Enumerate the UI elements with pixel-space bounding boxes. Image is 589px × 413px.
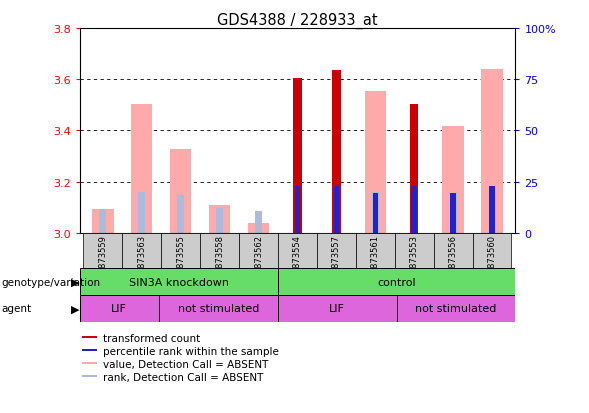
Bar <box>278 233 317 268</box>
Text: not stimulated: not stimulated <box>177 304 259 314</box>
Bar <box>100 209 107 233</box>
Bar <box>434 233 472 268</box>
Bar <box>200 233 239 268</box>
Bar <box>449 194 456 233</box>
Bar <box>293 79 302 233</box>
Text: GSM873555: GSM873555 <box>176 235 185 285</box>
Bar <box>82 375 97 377</box>
Bar <box>373 194 378 233</box>
Bar <box>216 208 223 233</box>
Text: GSM873556: GSM873556 <box>449 235 458 286</box>
Bar <box>161 233 200 268</box>
Bar <box>488 187 495 233</box>
Text: value, Detection Call = ABSENT: value, Detection Call = ABSENT <box>104 359 269 369</box>
Bar <box>159 295 277 322</box>
Bar <box>356 233 395 268</box>
Text: GSM873558: GSM873558 <box>215 235 224 286</box>
Text: control: control <box>377 277 416 287</box>
Bar <box>138 192 145 233</box>
Text: GSM873553: GSM873553 <box>410 235 419 286</box>
Bar <box>332 71 340 233</box>
Bar <box>209 206 230 233</box>
Bar <box>442 126 464 233</box>
Text: transformed count: transformed count <box>104 333 201 343</box>
Bar <box>277 268 515 295</box>
Bar <box>82 349 97 351</box>
Bar <box>170 150 191 233</box>
Bar <box>396 295 515 322</box>
Bar <box>82 336 97 339</box>
Text: percentile rank within the sample: percentile rank within the sample <box>104 346 279 356</box>
Text: LIF: LIF <box>329 304 345 314</box>
Text: ▶: ▶ <box>71 277 79 287</box>
Text: GSM873559: GSM873559 <box>98 235 107 285</box>
Text: rank, Detection Call = ABSENT: rank, Detection Call = ABSENT <box>104 372 264 382</box>
Bar <box>333 186 339 233</box>
Bar <box>177 195 184 233</box>
Text: agent: agent <box>1 304 31 314</box>
Bar <box>277 295 396 322</box>
Bar <box>395 233 434 268</box>
Text: ▶: ▶ <box>71 304 79 314</box>
Bar <box>92 209 114 233</box>
Text: GSM873563: GSM873563 <box>137 235 146 286</box>
Text: SIN3A knockdown: SIN3A knockdown <box>128 277 229 287</box>
Bar <box>372 193 379 233</box>
Bar <box>410 105 418 233</box>
Bar <box>82 362 97 364</box>
Bar <box>412 187 417 233</box>
Text: LIF: LIF <box>111 304 127 314</box>
Bar <box>84 233 123 268</box>
Bar <box>472 233 511 268</box>
Text: not stimulated: not stimulated <box>415 304 497 314</box>
Text: GSM873561: GSM873561 <box>371 235 380 286</box>
Bar <box>80 295 159 322</box>
Bar <box>294 187 300 233</box>
Bar <box>123 233 161 268</box>
Text: GSM873554: GSM873554 <box>293 235 302 285</box>
Text: GSM873560: GSM873560 <box>488 235 497 286</box>
Text: GSM873557: GSM873557 <box>332 235 341 286</box>
Bar <box>317 233 356 268</box>
Bar <box>255 211 262 233</box>
Title: GDS4388 / 228933_at: GDS4388 / 228933_at <box>217 13 378 29</box>
Bar <box>451 194 456 233</box>
Bar <box>80 268 277 295</box>
Text: genotype/variation: genotype/variation <box>1 277 100 287</box>
Bar <box>481 70 503 233</box>
Bar <box>239 233 278 268</box>
Bar <box>365 92 386 233</box>
Bar <box>489 186 495 233</box>
Bar <box>248 223 269 233</box>
Bar <box>131 105 153 233</box>
Text: GSM873562: GSM873562 <box>254 235 263 286</box>
